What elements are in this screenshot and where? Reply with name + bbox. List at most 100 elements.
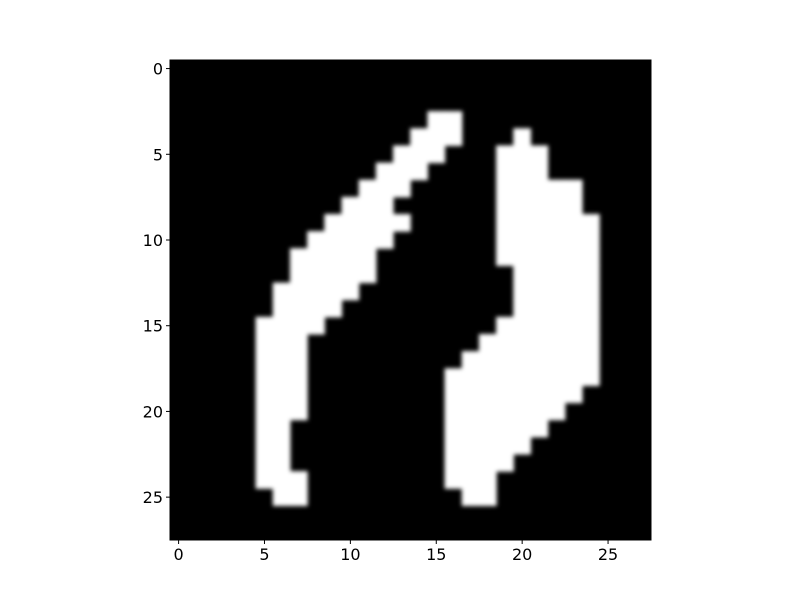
pixel-cell [444,453,463,472]
pixel-cell [478,368,497,387]
pixel-cell [289,333,308,352]
pixel-cell [496,351,514,369]
pixel-cell [564,179,583,198]
x-axis: 0 5 10 15 20 25 [173,540,618,564]
pixel-cell [289,488,308,507]
y-tick-label: 0 [153,60,163,79]
pixel-cell [444,385,463,404]
pixel-cell [255,471,274,489]
pixel-cell [444,471,463,489]
pixel-cell [530,316,549,335]
pixel-cell [307,265,325,284]
pixel-cell [581,351,600,369]
pixel-cell [272,282,291,301]
pixel-cell [289,265,308,284]
pixel-cell [255,333,274,352]
pixel-cell [530,282,549,301]
pixel-cell [444,128,463,147]
pixel-cell [530,248,549,267]
x-tick-label: 5 [259,545,269,564]
pixel-cell [307,282,325,301]
pixel-cell [289,282,308,301]
pixel-cell [496,385,514,404]
pixel-cell [564,282,583,301]
y-tick-label: 5 [153,145,163,164]
pixel-cell [255,368,274,387]
pixel-cell [496,436,514,455]
pixel-cell [513,231,532,249]
pixel-cell [530,213,549,232]
pixel-cell [427,145,446,164]
pixel-cell [307,299,325,318]
pixel-cell [272,368,291,387]
pixel-cell [255,402,274,421]
pixel-cell [547,282,566,301]
pixel-cell [478,385,497,404]
pixel-cell [530,265,549,284]
pixel-cell [547,213,566,232]
pixel-cell [513,196,532,215]
pixel-cell [530,299,549,318]
image-pixels [255,111,600,507]
pixel-cell [393,145,411,164]
pixel-cell [375,162,394,181]
pixel-cell [255,436,274,455]
pixel-cell [272,471,291,489]
pixel-cell [513,213,532,232]
pixel-cell [581,248,600,267]
pixel-cell [444,436,463,455]
pixel-cell [461,402,480,421]
pixel-cell [272,385,291,404]
pixel-cell [289,402,308,421]
pixel-cell [496,196,514,215]
pixel-cell [513,333,532,352]
pixel-cell [564,299,583,318]
pixel-cell [324,248,343,267]
pixel-cell [358,248,377,267]
pixel-cell [530,419,549,438]
pixel-cell [478,453,497,472]
y-tick-label: 25 [143,488,163,507]
pixel-cell [289,471,308,489]
pixel-cell [564,265,583,284]
pixel-cell [289,248,308,267]
pixel-cell [564,368,583,387]
pixel-cell [530,231,549,249]
image-axes [169,59,652,541]
pixel-cell [496,333,514,352]
pixel-cell [547,299,566,318]
pixel-cell [410,128,428,147]
pixel-cell [581,265,600,284]
pixel-cell [581,282,600,301]
pixel-cell [530,162,549,181]
pixel-cell [530,402,549,421]
pixel-cell [478,351,497,369]
pixel-cell [513,299,532,318]
pixel-cell [307,248,325,267]
pixel-cell [564,316,583,335]
pixel-cell [324,282,343,301]
pixel-cell [581,316,600,335]
pixel-cell [307,316,325,335]
pixel-cell [581,213,600,232]
pixel-cell [427,128,446,147]
pixel-cell [272,316,291,335]
pixel-cell [513,128,532,147]
pixel-cell [461,471,480,489]
pixel-cell [272,453,291,472]
pixel-cell [513,402,532,421]
pixel-cell [393,162,411,181]
pixel-cell [564,213,583,232]
y-tick-label: 20 [143,402,163,421]
pixel-cell [358,265,377,284]
pixel-cell [272,299,291,318]
pixel-cell [547,351,566,369]
pixel-cell [255,385,274,404]
pixel-cell [461,351,480,369]
pixel-cell [289,368,308,387]
pixel-cell [272,333,291,352]
pixel-cell [530,196,549,215]
pixel-cell [530,179,549,198]
pixel-cell [547,385,566,404]
pixel-cell [496,419,514,438]
